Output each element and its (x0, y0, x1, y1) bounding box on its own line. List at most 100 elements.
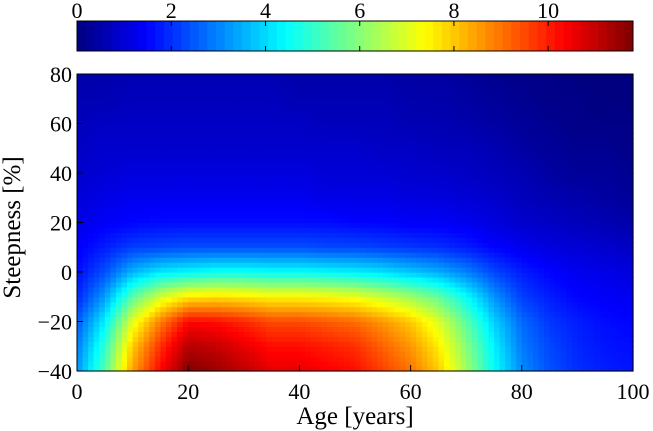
heatmap-cell (82, 177, 89, 184)
heatmap-cell (455, 252, 462, 258)
heatmap-cell (621, 262, 629, 268)
heatmap-cell (532, 168, 540, 174)
heatmap-cell (621, 267, 629, 273)
heatmap-cell (288, 361, 295, 367)
heatmap-cell (165, 331, 173, 337)
heatmap-cell (371, 143, 378, 149)
heatmap-cell (93, 237, 100, 243)
heatmap-cell (138, 336, 145, 342)
heatmap-cell (210, 197, 217, 204)
heatmap-cell (304, 227, 312, 233)
heatmap-cell (549, 173, 556, 179)
heatmap-cell (304, 207, 312, 214)
heatmap-cell (266, 351, 273, 357)
heatmap-cell (77, 237, 84, 243)
heatmap-cell (171, 222, 178, 229)
heatmap-cell (177, 207, 184, 214)
heatmap-cell (349, 356, 356, 362)
heatmap-cell (327, 341, 334, 347)
heatmap-cell (427, 217, 434, 224)
heatmap-cell (338, 207, 345, 214)
heatmap-cell (271, 296, 278, 303)
heatmap-cell (282, 326, 289, 332)
heatmap-cell (621, 182, 629, 189)
heatmap-cell (566, 227, 573, 233)
heatmap-cell (421, 306, 428, 313)
heatmap-cell (421, 267, 428, 273)
colorbar-swatch (606, 21, 617, 51)
heatmap-cell (210, 291, 217, 298)
heatmap-cell (249, 197, 256, 204)
heatmap-cell (115, 163, 123, 169)
heatmap-cell (499, 351, 506, 357)
heatmap-cell (466, 187, 473, 194)
heatmap-cell (199, 267, 206, 273)
heatmap-cell (510, 232, 517, 238)
colorbar-swatch (320, 21, 330, 51)
colorbar-swatch (450, 21, 460, 51)
heatmap-cell (466, 301, 473, 308)
heatmap-cell (466, 252, 473, 258)
heatmap-cell (544, 346, 551, 352)
heatmap-cell (577, 148, 584, 154)
heatmap-cell (510, 143, 517, 149)
heatmap-cell (243, 306, 250, 313)
heatmap-cell (371, 286, 378, 293)
heatmap-cell (621, 331, 629, 337)
heatmap-cell (143, 128, 150, 134)
heatmap-cell (599, 242, 606, 248)
heatmap-cell (532, 341, 540, 347)
heatmap-cell (571, 192, 578, 199)
heatmap-cell (627, 346, 634, 352)
heatmap-cell (482, 356, 490, 362)
heatmap-cell (432, 257, 439, 263)
heatmap-cell (338, 163, 345, 169)
heatmap-cell (249, 286, 256, 293)
heatmap-cell (432, 163, 439, 169)
heatmap-cell (138, 262, 145, 268)
heatmap-cell (204, 237, 212, 243)
heatmap-cell (482, 291, 490, 298)
heatmap-cell (560, 187, 567, 194)
heatmap-cell (338, 276, 345, 283)
heatmap-cell (221, 192, 228, 199)
heatmap-cell (499, 148, 506, 154)
heatmap-cell (160, 291, 167, 298)
heatmap-cell (232, 351, 239, 357)
heatmap-cell (388, 276, 395, 283)
heatmap-cell (510, 227, 517, 233)
heatmap-cell (460, 267, 467, 273)
heatmap-cell (165, 306, 173, 313)
heatmap-cell (93, 272, 100, 278)
heatmap-cell (321, 336, 328, 342)
heatmap-cell (260, 356, 267, 362)
heatmap-cell (471, 306, 478, 313)
heatmap-cell (160, 222, 167, 229)
heatmap-cell (599, 202, 606, 209)
heatmap-cell (443, 168, 451, 174)
heatmap-cell (216, 321, 223, 328)
heatmap-cell (527, 366, 534, 372)
heatmap-cell (421, 316, 428, 323)
heatmap-cell (399, 291, 406, 298)
heatmap-cell (571, 148, 578, 154)
heatmap-cell (555, 237, 562, 243)
heatmap-cell (115, 158, 123, 164)
heatmap-cell (243, 336, 250, 342)
heatmap-cell (582, 187, 590, 194)
heatmap-cell (427, 291, 434, 298)
heatmap-cell (399, 346, 406, 352)
heatmap-cell (366, 291, 373, 298)
heatmap-cell (549, 262, 556, 268)
heatmap-cell (288, 133, 295, 139)
heatmap-cell (366, 331, 373, 337)
heatmap-cell (204, 242, 212, 248)
heatmap-cell (443, 326, 451, 332)
heatmap-cell (243, 296, 250, 303)
heatmap-cell (154, 281, 161, 288)
heatmap-cell (221, 187, 228, 194)
heatmap-cell (293, 331, 300, 337)
heatmap-cell (594, 311, 601, 318)
colorbar-swatch (537, 21, 547, 51)
heatmap-cell (421, 197, 428, 204)
